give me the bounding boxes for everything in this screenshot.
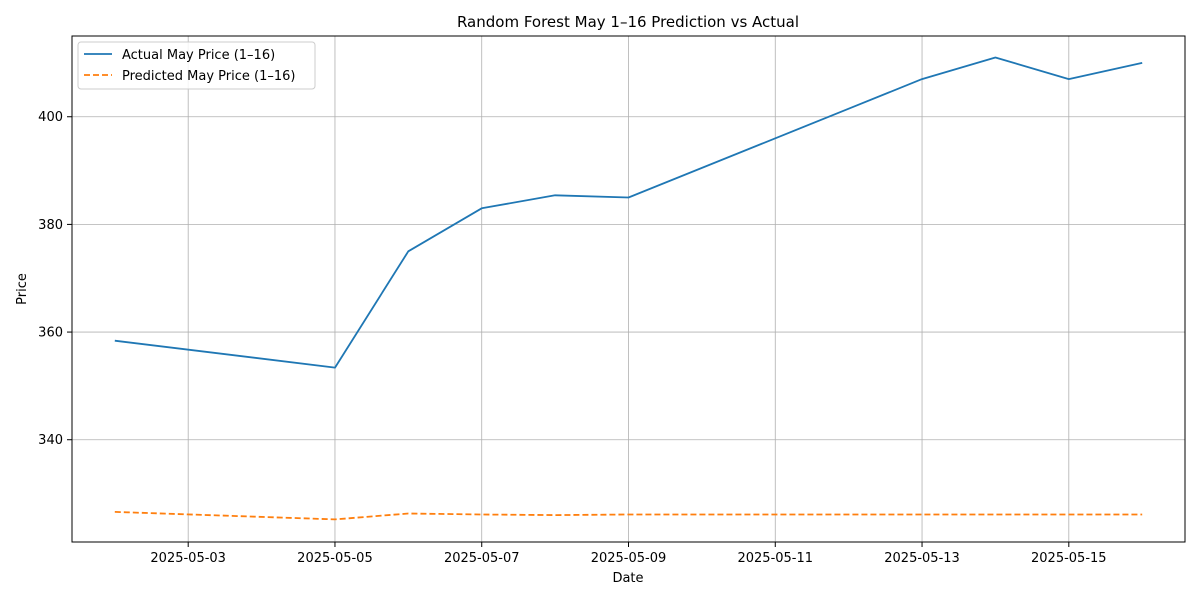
y-axis-label: Price	[15, 273, 30, 305]
y-axis-ticks: 340 360 380 400	[38, 110, 72, 448]
x-tick-label: 2025-05-13	[884, 551, 960, 566]
y-tick-label: 340	[38, 433, 63, 448]
x-axis-ticks: 2025-05-03 2025-05-05 2025-05-07 2025-05-09…	[150, 542, 1107, 566]
x-tick-label: 2025-05-07	[444, 551, 520, 566]
x-tick-label: 2025-05-15	[1031, 551, 1107, 566]
y-tick-label: 380	[38, 218, 63, 233]
legend: Actual May Price (1–16) Predicted May Pr…	[77, 41, 316, 90]
x-tick-label: 2025-05-09	[591, 551, 667, 566]
series-line-actual	[114, 56, 1143, 369]
grid	[72, 36, 1185, 542]
series-lines	[114, 56, 1143, 521]
x-tick-label: 2025-05-11	[737, 551, 813, 566]
y-tick-label: 360	[38, 326, 63, 341]
chart-title: Random Forest May 1–16 Prediction vs Act…	[457, 13, 799, 31]
x-tick-label: 2025-05-05	[297, 551, 373, 566]
x-tick-label: 2025-05-03	[150, 551, 226, 566]
legend-label-actual: Actual May Price (1–16)	[122, 48, 275, 63]
y-tick-label: 400	[38, 110, 63, 125]
series-line-predicted	[114, 511, 1143, 521]
legend-box	[77, 41, 316, 90]
legend-label-predicted: Predicted May Price (1–16)	[122, 69, 295, 84]
x-axis-label: Date	[612, 571, 643, 586]
